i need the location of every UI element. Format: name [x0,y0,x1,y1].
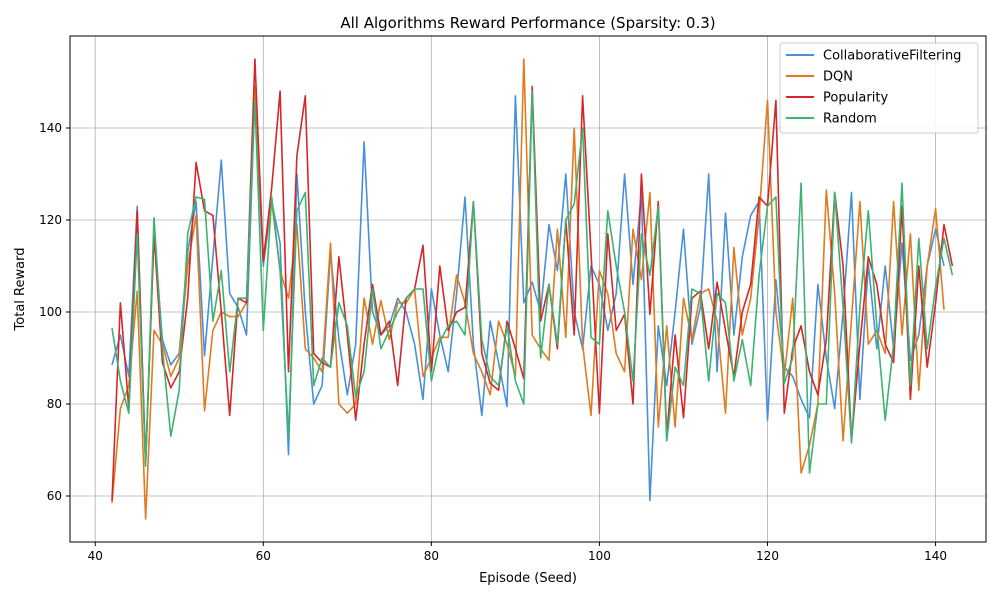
y-tick-label: 100 [39,305,62,319]
x-tick-label: 60 [256,549,271,563]
y-axis-label: Total Reward [13,248,28,332]
x-axis-label: Episode (Seed) [479,571,577,586]
legend: CollaborativeFiltering DQN Popularity Rando… [779,42,979,134]
x-tick-label: 120 [756,549,779,563]
x-axis-ticks: 40 60 80 100 120 140 [88,542,947,563]
y-tick-label: 140 [39,121,62,135]
legend-label-popularity: Popularity [823,91,888,106]
plot-frame [69,35,987,543]
x-tick-label: 100 [588,549,611,563]
x-tick-label: 140 [924,549,947,563]
x-tick-label: 40 [88,549,103,563]
y-tick-label: 60 [47,489,62,503]
legend-label-dqn: DQN [823,70,853,85]
y-axis-ticks: 60 80 100 120 140 [39,121,70,503]
chart-title: All Algorithms Reward Performance (Spars… [340,14,715,32]
y-tick-label: 120 [39,213,62,227]
legend-box [779,42,979,134]
series-lines [111,58,954,520]
series-line-collaborative-filtering [111,95,945,502]
y-tick-label: 80 [47,397,62,411]
series-line-popularity [111,58,954,501]
series-line-random [111,90,954,474]
legend-label-random: Random [823,112,877,127]
legend-label-collaborative-filtering: CollaborativeFiltering [823,49,961,64]
x-tick-label: 80 [424,549,439,563]
